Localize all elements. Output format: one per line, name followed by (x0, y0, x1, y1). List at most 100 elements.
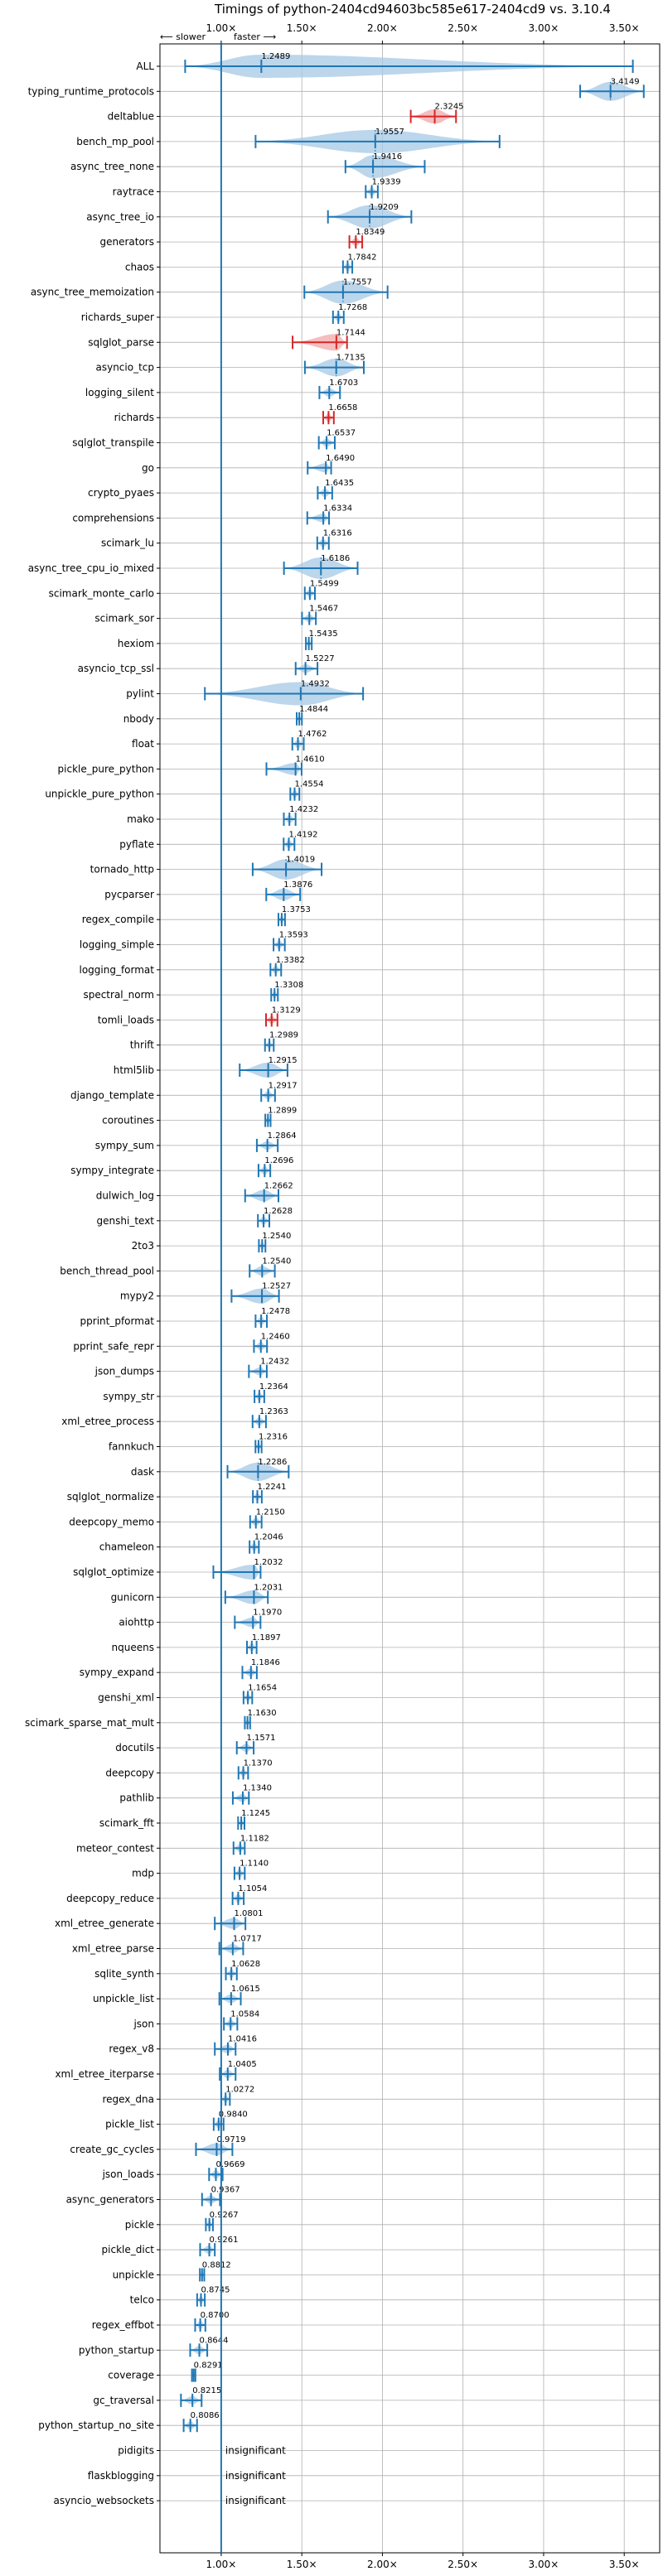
y-tick-label: python_startup_no_site (38, 2419, 154, 2431)
value-label: 1.1630 (248, 1709, 277, 1718)
value-label: 1.3382 (276, 956, 305, 965)
value-label: 1.4762 (298, 730, 327, 739)
value-label: 1.6658 (328, 403, 357, 412)
value-label: 1.2478 (261, 1307, 290, 1316)
y-tick-label: xml_etree_process (61, 1416, 154, 1427)
value-label: 1.9339 (372, 178, 401, 187)
value-label: 1.9209 (370, 203, 399, 212)
value-label: 0.8215 (192, 2386, 221, 2395)
y-tick-label: raytrace (113, 186, 154, 198)
y-tick-label: scimark_fft (99, 1817, 154, 1829)
y-tick-label: async_tree_none (70, 161, 154, 172)
y-tick-label: sqlglot_normalize (67, 1491, 154, 1503)
value-label: 0.8812 (202, 2260, 231, 2270)
value-label: 1.5227 (306, 654, 335, 663)
value-label: 0.9669 (215, 2160, 244, 2169)
y-tick-label: async_generators (66, 2194, 154, 2206)
value-label: 0.9719 (216, 2135, 245, 2144)
value-label: 1.5435 (309, 630, 338, 639)
insignificant-label: insignificant (225, 2445, 286, 2457)
value-label: 1.9557 (375, 128, 404, 137)
y-tick-label: xml_etree_generate (55, 1918, 154, 1929)
y-tick-label: pidigits (118, 2445, 154, 2457)
y-tick-label: unpickle_list (93, 1993, 154, 2004)
y-tick-label: crypto_pyaes (88, 487, 154, 499)
value-label: 1.2286 (258, 1458, 287, 1467)
y-tick-label: nqueens (112, 1642, 154, 1653)
y-tick-label: nbody (123, 713, 154, 725)
y-tick-label: logging_simple (80, 939, 154, 951)
y-tick-label: bench_thread_pool (60, 1265, 154, 1276)
value-label: 1.3753 (282, 905, 311, 914)
y-tick-label: xml_etree_iterparse (55, 2068, 154, 2080)
x-tick-label-top: 1.50× (287, 22, 317, 34)
value-label: 0.8291 (194, 2361, 223, 2371)
value-label: 1.2460 (261, 1332, 290, 1341)
y-tick-label: regex_effbot (92, 2319, 155, 2331)
insignificant-label: insignificant (225, 2495, 286, 2506)
value-label: 1.2031 (254, 1583, 283, 1592)
y-tick-label: coverage (108, 2370, 154, 2381)
y-tick-label: logging_silent (85, 387, 154, 398)
value-label: 0.8644 (200, 2336, 229, 2345)
value-label: 1.7268 (338, 303, 367, 312)
y-tick-label: create_gc_cycles (70, 2144, 154, 2155)
x-tick-label-top: 3.00× (529, 22, 559, 34)
y-tick-label: comprehensions (72, 512, 154, 523)
y-tick-label: genshi_xml (98, 1692, 154, 1704)
value-label: 1.3593 (279, 931, 308, 940)
y-tick-label: pickle_list (105, 2119, 154, 2130)
value-label: 1.4554 (294, 780, 323, 789)
y-tick-label: sqlglot_transpile (72, 437, 154, 449)
value-label: 1.2241 (258, 1483, 287, 1492)
y-tick-label: pickle_pure_python (58, 763, 154, 774)
value-label: 1.1846 (251, 1658, 280, 1667)
value-label: 0.9367 (211, 2186, 240, 2195)
y-tick-label: generators (99, 236, 154, 248)
y-tick-label: sqlglot_optimize (73, 1566, 154, 1578)
y-tick-label: asyncio_tcp_ssl (78, 663, 154, 674)
value-label: 1.8349 (356, 228, 385, 237)
value-label: 0.9840 (219, 2110, 248, 2120)
y-tick-label: pprint_safe_repr (73, 1340, 154, 1352)
value-label: 0.8086 (191, 2411, 220, 2420)
y-tick-label: unpickle (113, 2269, 154, 2280)
x-tick-label-top: 2.00× (367, 22, 398, 34)
axis-layer: 1.00× 1.00× 1.50× 1.50× 2.00× 2.00× 2.50× 2.50×… (25, 22, 661, 2570)
value-label: 1.4192 (288, 830, 317, 839)
value-label: 1.2915 (269, 1056, 298, 1065)
value-label: 1.0584 (230, 2009, 259, 2019)
value-label: 0.9261 (210, 2236, 239, 2245)
y-tick-label: spectral_norm (83, 989, 154, 1001)
y-tick-label: async_tree_memoization (31, 287, 154, 298)
value-label: 1.1654 (248, 1684, 277, 1693)
y-tick-label: asyncio_websockets (54, 2495, 154, 2506)
y-tick-label: deltablue (108, 111, 154, 123)
value-label: 1.3129 (272, 1006, 301, 1015)
value-label: 1.7557 (343, 278, 372, 287)
y-tick-label: pickle (125, 2219, 154, 2231)
y-tick-label: pyflate (119, 838, 154, 850)
y-tick-label: pycparser (104, 889, 154, 900)
y-tick-label: deepcopy_memo (69, 1516, 154, 1527)
y-tick-label: regex_dna (102, 2093, 154, 2105)
y-tick-label: pprint_pformat (80, 1315, 155, 1327)
y-tick-label: regex_compile (82, 914, 154, 925)
value-label: 1.6435 (325, 479, 354, 488)
y-tick-label: pathlib (119, 1792, 154, 1804)
y-tick-label: mdp (132, 1868, 154, 1879)
y-tick-label: scimark_lu (101, 538, 154, 549)
y-tick-label: go (142, 462, 154, 474)
value-label: 1.2364 (259, 1382, 288, 1392)
y-tick-label: sqlglot_parse (88, 336, 154, 348)
value-label: 1.1245 (241, 1809, 270, 1818)
x-tick-label-bottom: 2.00× (367, 2559, 398, 2570)
value-label: 1.5499 (310, 579, 339, 588)
y-tick-label: gc_traversal (93, 2395, 154, 2406)
x-tick-label-bottom: 1.50× (287, 2559, 317, 2570)
value-label: 1.1182 (240, 1834, 269, 1843)
y-tick-label: python_startup (79, 2344, 154, 2356)
y-tick-label: flaskblogging (88, 2470, 154, 2482)
y-tick-label: json (133, 2018, 154, 2029)
